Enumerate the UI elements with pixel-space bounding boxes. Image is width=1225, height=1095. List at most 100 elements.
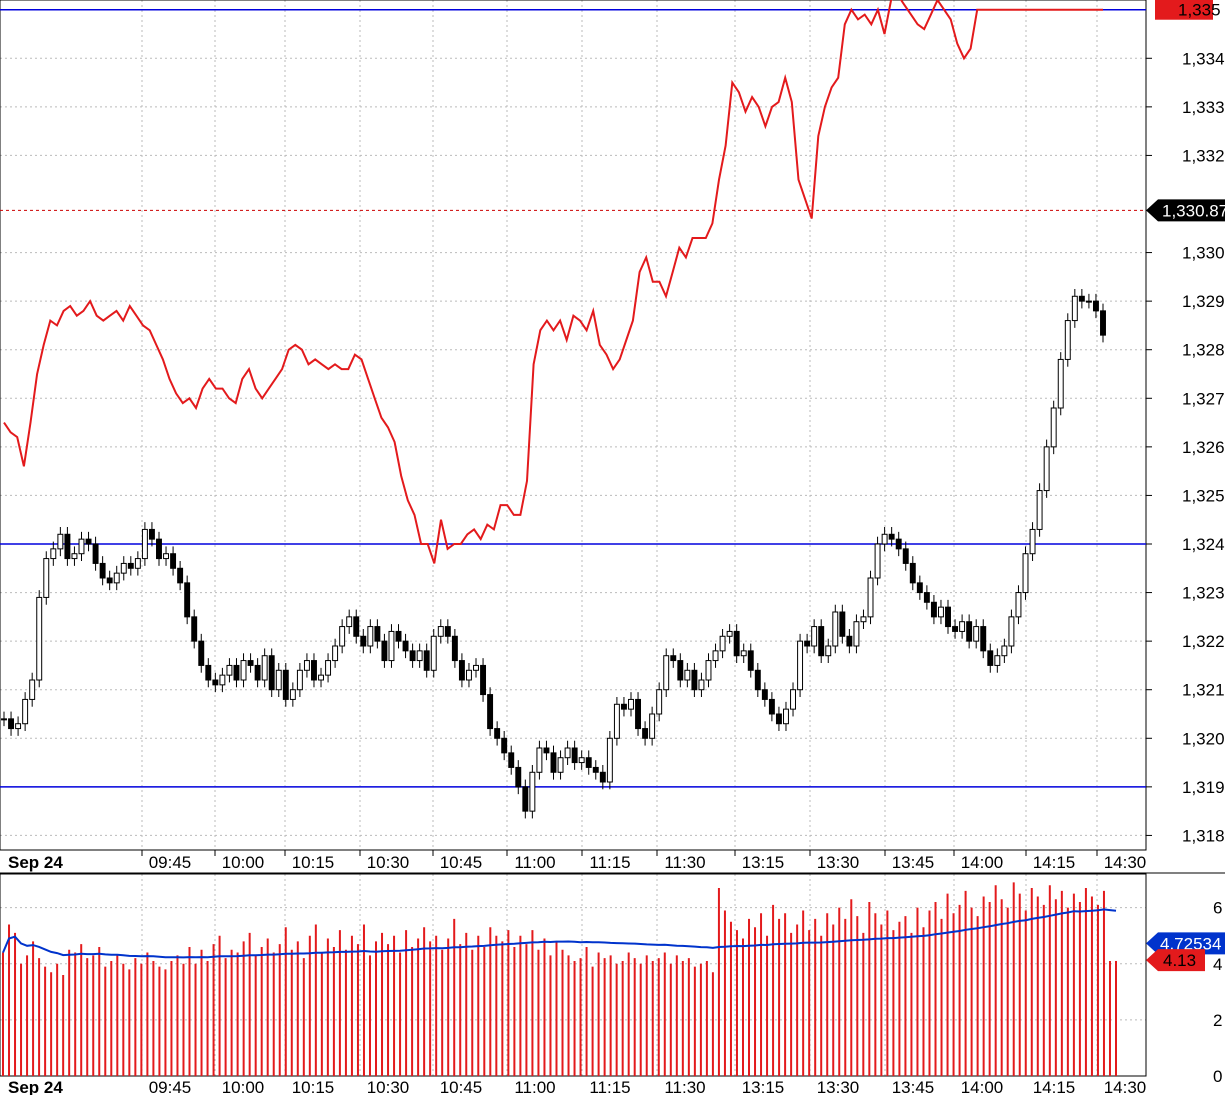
candle-body	[360, 635, 367, 647]
candle-body	[64, 533, 71, 560]
candle-body	[691, 669, 698, 691]
volume-x-tick-label: 10:15	[292, 1078, 335, 1095]
volume-x-tick-label: 13:30	[817, 1078, 860, 1095]
volume-x-tick-label: 14:00	[961, 1078, 1004, 1095]
candle-body	[952, 626, 959, 632]
current-price-tag: 1,335	[1155, 0, 1221, 20]
volume-y-tick-label: 2	[1213, 1011, 1222, 1030]
candle-body	[170, 553, 177, 569]
volume-y-axis: 0 2 4 6	[1213, 899, 1222, 1086]
price-y-tick-label: 1,328	[1182, 341, 1225, 360]
price-grid	[0, 0, 1146, 850]
price-y-tick-label: 1,326	[1182, 438, 1225, 457]
candle-body	[388, 630, 395, 662]
candle-body	[923, 592, 930, 603]
volume-current-tag-background	[1146, 949, 1205, 972]
candle-body	[487, 694, 494, 730]
horizontal-lines	[0, 8, 1146, 788]
price-y-axis: 1,318 1,319 1,320 1,321 1,322 1,323 1,324 1,325…	[1146, 49, 1225, 845]
candle-body	[212, 679, 219, 686]
candle-body	[1001, 645, 1008, 657]
candle-body	[402, 640, 409, 652]
volume-date-label: Sep 24	[8, 1078, 63, 1095]
candle-body	[374, 626, 381, 642]
candle-body	[698, 679, 705, 691]
candle-body	[134, 558, 141, 569]
candle-body	[832, 611, 839, 647]
price-y-tick-label: 1,329	[1182, 292, 1225, 311]
red-line-series	[3, 0, 1103, 564]
candle-body	[219, 674, 226, 686]
volume-x-axis: Sep 24 09:45 10:00 10:15 10:30 10:45 11:00 11:…	[8, 1078, 1146, 1095]
price-y-tick-label: 1,332	[1182, 146, 1225, 165]
candle-body	[156, 538, 162, 560]
candle-body	[902, 548, 909, 564]
candle-body	[303, 660, 310, 671]
candle-body	[177, 567, 184, 584]
current-price-tag-label: 1,335	[1178, 1, 1221, 20]
volume-panel: 0 2 4 6 4.72534 4.13 Sep 24 09:45 10:00 10:15…	[0, 873, 1225, 1095]
candle-body	[790, 689, 796, 710]
price-y-tick-label: 1,325	[1182, 486, 1225, 505]
candle-body	[966, 621, 973, 642]
candle-body	[959, 621, 966, 632]
candle-body	[311, 660, 317, 681]
candle-body	[874, 543, 881, 579]
candle-body	[747, 650, 754, 671]
candle-body	[916, 582, 923, 594]
candle-body	[318, 674, 324, 681]
candle-body	[127, 562, 134, 569]
candle-body	[99, 562, 106, 579]
candle-body	[733, 630, 740, 657]
candle-body	[71, 553, 78, 560]
candle-body	[930, 601, 937, 618]
candle-body	[543, 747, 550, 754]
volume-x-tick-label: 11:15	[589, 1078, 630, 1095]
candle-body	[628, 698, 634, 710]
price-y-tick-label: 1,318	[1182, 826, 1225, 845]
candle-body	[1085, 300, 1092, 303]
price-x-tick-label: 13:45	[892, 853, 935, 872]
candle-body	[437, 626, 444, 637]
candle-body	[846, 635, 853, 647]
candle-body	[895, 538, 902, 550]
candle-body	[811, 626, 818, 647]
candle-body	[191, 616, 198, 642]
candle-body	[184, 582, 191, 618]
candle-body	[515, 766, 522, 788]
price-y-tick-label: 1,334	[1182, 49, 1225, 68]
candle-body	[656, 689, 663, 715]
candle-body	[282, 669, 289, 700]
candle-body	[804, 640, 811, 647]
price-x-tick-label: 11:15	[589, 853, 630, 872]
candle-body	[275, 669, 282, 691]
candle-body	[8, 718, 15, 730]
candle-body	[825, 645, 832, 657]
candle-body	[599, 771, 606, 783]
candle-body	[867, 577, 874, 618]
candle-body	[529, 771, 536, 812]
current-price-tag-background	[1155, 0, 1213, 20]
reference-tag: 1,330.87	[1146, 199, 1225, 222]
volume-average-line	[2, 908, 1117, 959]
candle-body	[1100, 310, 1106, 336]
volume-x-tick-label: 13:45	[892, 1078, 935, 1095]
candle-body	[564, 747, 571, 759]
candle-body	[1071, 295, 1078, 322]
volume-y-tick-label: 0	[1213, 1067, 1222, 1086]
candle-body	[50, 548, 57, 560]
candle-body	[254, 664, 261, 681]
reference-tag-background	[1146, 199, 1225, 222]
volume-average-tag-label: 4.72534	[1160, 934, 1221, 953]
candle-body	[740, 650, 747, 657]
candle-body	[325, 660, 332, 676]
candle-body	[226, 664, 233, 676]
candle-body	[416, 650, 423, 662]
candle-body	[353, 616, 360, 637]
volume-y-tick-label: 4	[1213, 955, 1222, 974]
candlestick-series	[1, 289, 1106, 819]
candle-body	[635, 698, 642, 730]
candle-body	[684, 669, 691, 681]
volume-x-tick-label: 11:00	[514, 1078, 555, 1095]
